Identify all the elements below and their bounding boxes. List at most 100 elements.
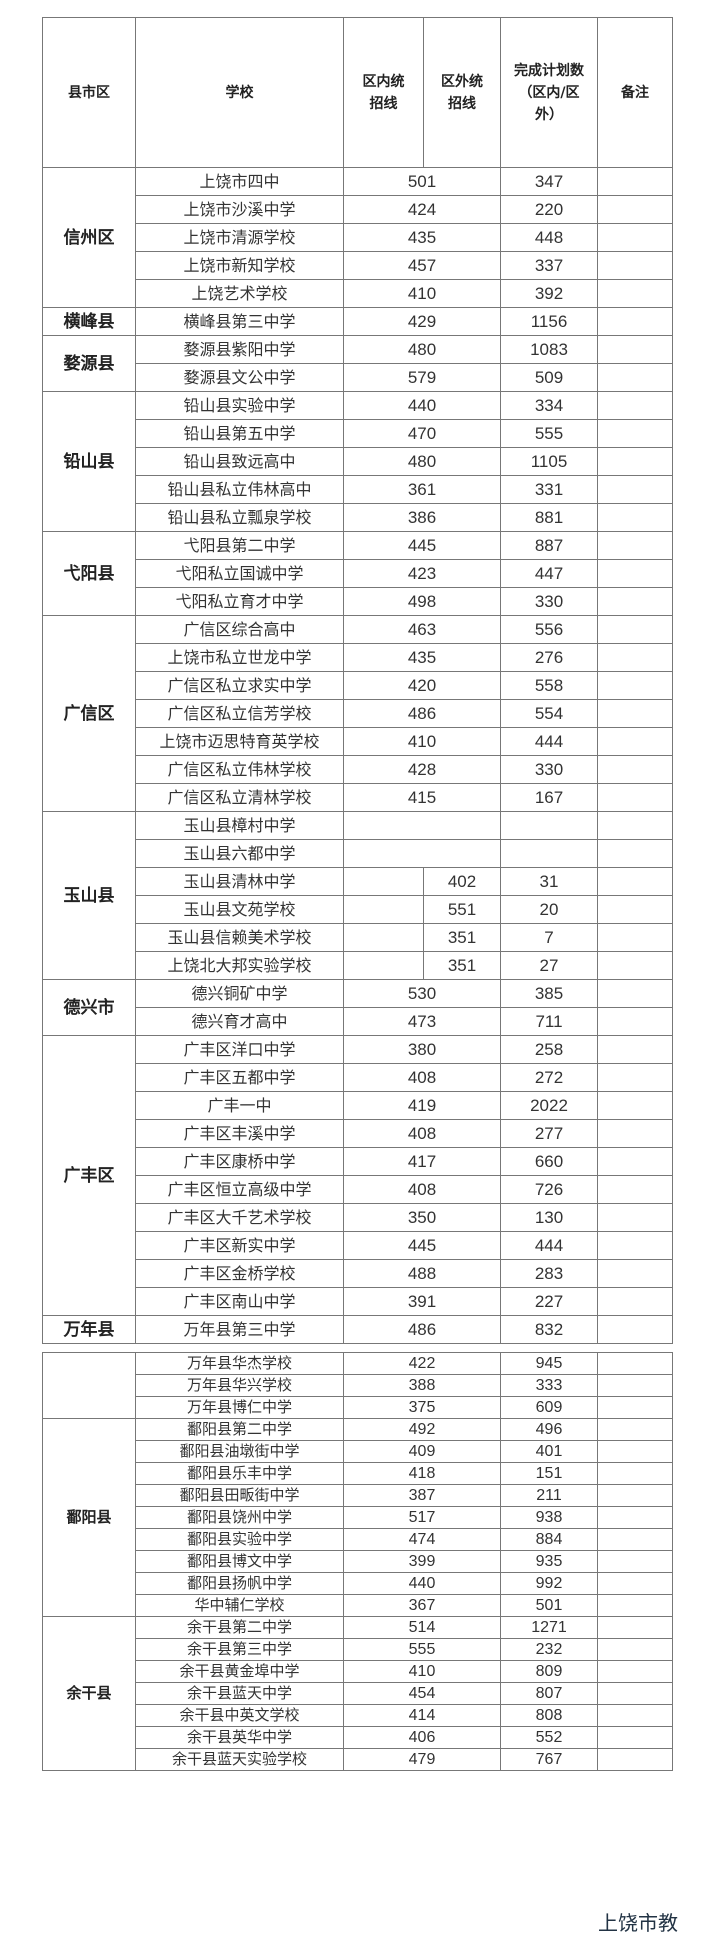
- table-row: 广丰区康桥中学 417 660: [43, 1147, 673, 1176]
- notes-cell: [597, 1638, 674, 1661]
- notes-cell: [597, 1315, 673, 1344]
- school-name: 德兴铜矿中学: [135, 979, 344, 1008]
- table-row: 玉山县 玉山县樟村中学: [42, 811, 673, 980]
- admission-line: 409: [342, 1440, 502, 1463]
- notes-cell: [597, 979, 673, 1008]
- admission-line: 457: [343, 251, 501, 280]
- table-row: 弋阳县 弋阳县第二中学 445 887: [42, 531, 673, 616]
- plan-count: 609: [500, 1396, 599, 1419]
- plan-count: [500, 811, 598, 840]
- notes-cell: [597, 1352, 674, 1375]
- school-name: 广信区私立伟林学校: [135, 755, 344, 784]
- notes-cell: [597, 811, 673, 840]
- header-out-line: 区外统招线: [423, 17, 501, 168]
- table-row: 万年县博仁中学 375 609: [43, 1396, 674, 1419]
- school-name: 广丰区丰溪中学: [135, 1119, 344, 1148]
- table-row: 广信区 广信区综合高中 463 556: [42, 615, 673, 812]
- school-name: 广丰区南山中学: [135, 1287, 344, 1316]
- admission-line: [343, 811, 501, 840]
- notes-cell: [597, 951, 673, 980]
- district-cell: 德兴市: [42, 979, 136, 1036]
- plan-count: 887: [500, 531, 598, 560]
- notes-cell: [597, 1287, 673, 1316]
- notes-cell: [597, 1091, 673, 1120]
- table-row: 玉山县清林中学 402 31: [43, 867, 673, 896]
- plan-count: 277: [500, 1119, 598, 1148]
- school-name: 广丰区金桥学校: [135, 1259, 344, 1288]
- school-name: 广丰区大千艺术学校: [135, 1203, 344, 1232]
- table-row: 广丰区南山中学 391 227: [43, 1287, 673, 1316]
- table-row: 广丰区 广丰区洋口中学 380 258: [42, 1035, 673, 1316]
- school-name: 上饶市沙溪中学: [135, 195, 344, 224]
- school-name: 鄱阳县油墩街中学: [135, 1440, 344, 1463]
- school-name: 上饶市私立世龙中学: [135, 643, 344, 672]
- notes-cell: [597, 671, 673, 700]
- admission-line: 454: [342, 1682, 502, 1705]
- notes-cell: [597, 307, 673, 336]
- notes-cell: [597, 727, 673, 756]
- table-row: 鄱阳县油墩街中学 409 401: [43, 1440, 674, 1463]
- admission-line: 492: [342, 1418, 502, 1441]
- plan-count: 832: [500, 1315, 598, 1344]
- table-row: 鄱阳县博文中学 399 935: [43, 1550, 674, 1573]
- plan-count: 556: [500, 615, 598, 644]
- plan-count: 283: [500, 1259, 598, 1288]
- table-row: 上饶市迈思特育英学校 410 444: [43, 727, 673, 756]
- notes-cell: [597, 1550, 674, 1573]
- notes-cell: [597, 1175, 673, 1204]
- page-content: 县市区 学校 区内统招线 区外统招线 完成计划数（区内/区外） 备注 信州区 上饶…: [42, 17, 674, 1771]
- plan-count: 258: [500, 1035, 598, 1064]
- table-row: 余干县英华中学 406 552: [43, 1726, 674, 1749]
- school-name: 余干县第三中学: [135, 1638, 344, 1661]
- admission-line: 406: [342, 1726, 502, 1749]
- notes-cell: [597, 1484, 674, 1507]
- school-name: 余干县第二中学: [135, 1616, 344, 1639]
- table-row: 余干县 余干县第二中学 514 1271: [42, 1616, 674, 1771]
- notes-cell: [597, 167, 673, 196]
- school-name: 余干县中英文学校: [135, 1704, 344, 1727]
- plan-count: 807: [500, 1682, 599, 1705]
- plan-count: 444: [500, 1231, 598, 1260]
- table-row: 华中辅仁学校 367 501: [43, 1594, 674, 1617]
- notes-cell: [597, 1063, 673, 1092]
- notes-cell: [597, 1035, 673, 1064]
- plan-count: 330: [500, 587, 598, 616]
- table-row: 余干县第三中学 555 232: [43, 1638, 674, 1661]
- table-body: 信州区 上饶市四中 501 347 上饶市沙溪中学 424 220 上饶市清源学校 435 448…: [42, 167, 673, 1344]
- district-cell: 万年县: [42, 1315, 136, 1344]
- table-row: 鄱阳县乐丰中学 418 151: [43, 1462, 674, 1485]
- table-row: 广丰一中 419 2022: [43, 1091, 673, 1120]
- plan-count: 227: [500, 1287, 598, 1316]
- out-district-line: 351: [423, 923, 501, 952]
- school-name: 广丰一中: [135, 1091, 344, 1120]
- school-name: 广信区私立清林学校: [135, 783, 344, 812]
- table-row: 广信区私立信芳学校 486 554: [43, 699, 673, 728]
- table-row: 鄱阳县实验中学 474 884: [43, 1528, 674, 1551]
- table-row: 广丰区大千艺术学校 350 130: [43, 1203, 673, 1232]
- plan-count: 1083: [500, 335, 598, 364]
- plan-count: 167: [500, 783, 598, 812]
- plan-count: 272: [500, 1063, 598, 1092]
- admission-line: 408: [343, 1119, 501, 1148]
- plan-count: 554: [500, 699, 598, 728]
- admission-line: [343, 839, 501, 868]
- table-row: 铅山县 铅山县实验中学 440 334: [42, 391, 673, 532]
- admission-line: 428: [343, 755, 501, 784]
- school-name: 余干县蓝天实验学校: [135, 1748, 344, 1771]
- admission-line: 517: [342, 1506, 502, 1529]
- school-name: 广丰区五都中学: [135, 1063, 344, 1092]
- school-name: 婺源县文公中学: [135, 363, 344, 392]
- notes-cell: [597, 755, 673, 784]
- school-name: 广丰区新实中学: [135, 1231, 344, 1260]
- district-cell: 铅山县: [42, 391, 136, 532]
- district-cell: 信州区: [42, 167, 136, 308]
- admission-line: 414: [342, 1704, 502, 1727]
- table-row: 鄱阳县扬帆中学 440 992: [43, 1572, 674, 1595]
- school-name: 弋阳私立国诚中学: [135, 559, 344, 588]
- table-row: 玉山县文苑学校 551 20: [43, 895, 673, 924]
- school-name: 余干县蓝天中学: [135, 1682, 344, 1705]
- notes-cell: [597, 447, 673, 476]
- school-name: 万年县博仁中学: [135, 1396, 344, 1419]
- plan-count: 1105: [500, 447, 598, 476]
- school-name: 鄱阳县扬帆中学: [135, 1572, 344, 1595]
